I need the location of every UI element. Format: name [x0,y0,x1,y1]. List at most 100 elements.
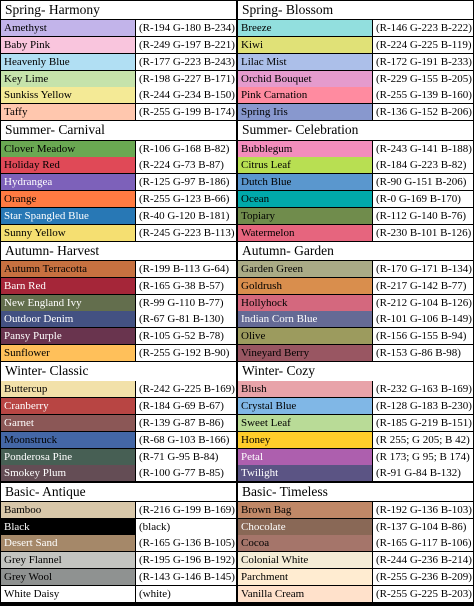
swatch-rgb-value: (R-255 G-139 B-160) [373,87,473,104]
swatch-row: Petal (R 173; G 95; B 174) [238,448,473,465]
swatch-divider [372,398,373,415]
swatch-rgb-value: (R-195 G-196 B-192) [136,552,236,569]
swatch-divider [135,552,136,569]
swatch-divider [372,552,373,569]
swatch-rgb-value: (R-0 G-169 B-170) [373,190,473,207]
swatch-divider [135,585,136,602]
swatch-row: Citrus Leaf (R-184 G-223 B-82) [238,157,473,174]
palette-block: Autumn- Harvest Autumn Terracotta (R-199 B… [1,241,236,362]
swatch-rgb-value: (R-172 G-191 B-233) [373,53,473,70]
swatch-divider [372,36,373,53]
swatch-row: Outdoor Denim (R-67 G-81 B-130) [1,311,236,328]
palette-title: Basic- Timeless [238,482,473,501]
palette-block: Summer- Carnival Clover Meadow (R-106 G-16… [1,121,236,241]
swatch-row: Pansy Purple (R-105 G-52 B-78) [1,328,236,345]
swatch-divider [135,157,136,174]
swatch-divider [135,398,136,415]
swatch-rgb-value: (R-40 G-120 B-181) [136,207,236,224]
swatch-divider [372,328,373,345]
swatch-row: Garnet (R-139 G-87 B-86) [1,414,236,431]
swatch-divider [372,535,373,552]
swatch-color-name: Watermelon [238,224,372,241]
swatch-row: Parchment (R-255 G-236 B-209) [238,568,473,585]
swatch-rgb-value: (R-199 B-113 G-64) [136,260,236,277]
swatch-divider [372,568,373,585]
swatch-divider [372,448,373,465]
swatch-color-name: Pansy Purple [1,328,135,345]
swatch-rgb-value: (R-224 G-225 B-119) [373,36,473,53]
swatch-divider [372,174,373,191]
swatch-divider [372,585,373,602]
swatch-color-name: Baby Pink [1,36,135,53]
swatch-row: Crystal Blue (R-128 G-183 B-230) [238,398,473,415]
swatch-divider [372,501,373,518]
swatch-row: Taffy (R-255 G-199 B-174) [1,104,236,121]
swatch-color-name: Vanilla Cream [238,585,372,602]
swatch-color-name: Honey [238,431,372,448]
swatch-row: Holiday Red (R-224 G-73 B-87) [1,157,236,174]
swatch-rgb-value: (R-224 G-73 B-87) [136,157,236,174]
swatch-row: Orange (R-255 G-123 B-66) [1,190,236,207]
swatch-row: Amethyst (R-194 G-180 B-234) [1,20,236,37]
swatch-color-name: Pink Carnation [238,87,372,104]
swatch-rgb-value: (R-184 G-223 B-82) [373,157,473,174]
swatch-rgb-value: (R-100 G-77 B-85) [136,465,236,482]
swatch-color-name: Sunflower [1,344,135,361]
swatch-rgb-value: (R-106 G-168 B-82) [136,140,236,157]
swatch-divider [372,140,373,157]
swatch-rgb-value: (R-99 G-110 B-77) [136,294,236,311]
swatch-color-name: Ponderosa Pine [1,448,135,465]
swatch-rgb-value: (R-244 G-236 B-214) [373,552,473,569]
swatch-row: Key Lime (R-198 G-227 B-171) [1,70,236,87]
swatch-divider [135,518,136,535]
swatch-color-name: Black [1,518,135,535]
swatch-rgb-value: (R-243 G-141 B-188) [373,140,473,157]
swatch-divider [372,414,373,431]
swatch-color-name: Taffy [1,104,135,121]
swatch-color-name: Topiary [238,207,372,224]
swatch-row: Indian Corn Blue (R-101 G-106 B-149) [238,311,473,328]
swatch-rgb-value: (R-139 G-87 B-86) [136,414,236,431]
palette-block: Spring- Harmony Amethyst (R-194 G-180 B-23… [1,1,236,121]
swatch-divider [135,207,136,224]
swatch-color-name: White Daisy [1,585,135,602]
swatch-row: Chocolate (R-137 G-104 B-86) [238,518,473,535]
swatch-color-name: Petal [238,448,372,465]
swatch-divider [135,140,136,157]
swatch-row: Orchid Bouquet (R-229 G-155 B-205) [238,70,473,87]
swatch-divider [135,568,136,585]
palette-title: Spring- Blossom [238,1,473,20]
swatch-color-name: Orange [1,190,135,207]
swatch-divider [135,277,136,294]
swatch-color-name: Crystal Blue [238,398,372,415]
swatch-divider [135,431,136,448]
swatch-rgb-value: (R-198 G-227 B-171) [136,70,236,87]
swatch-divider [372,277,373,294]
swatch-divider [135,70,136,87]
swatch-divider [135,190,136,207]
swatch-row: Ponderosa Pine (R-71 G-95 B-84) [1,448,236,465]
swatch-rgb-value: (R-249 G-197 B-221) [136,36,236,53]
swatch-row: Watermelon (R-230 B-101 B-126) [238,224,473,241]
swatch-row: Topiary (R-112 G-140 B-76) [238,207,473,224]
swatch-color-name: Grey Wool [1,568,135,585]
swatch-color-name: Orchid Bouquet [238,70,372,87]
swatch-row: Star Spangled Blue (R-40 G-120 B-181) [1,207,236,224]
swatch-color-name: Amethyst [1,20,135,37]
swatch-color-name: Smokey Plum [1,465,135,482]
swatch-divider [135,311,136,328]
swatch-color-name: Desert Sand [1,535,135,552]
swatch-row: Smokey Plum (R-100 G-77 B-85) [1,465,236,482]
swatch-color-name: Hollyhock [238,294,372,311]
swatch-row: Sunny Yellow (R-245 G-223 B-113) [1,224,236,241]
swatch-color-name: Goldrush [238,277,372,294]
swatch-rgb-value: (R-194 G-180 B-234) [136,20,236,37]
swatch-divider [372,157,373,174]
swatch-color-name: Citrus Leaf [238,157,372,174]
swatch-divider [135,224,136,241]
swatch-color-name: Autumn Terracotta [1,260,135,277]
swatch-color-name: Star Spangled Blue [1,207,135,224]
swatch-divider [372,344,373,361]
swatch-rgb-value: (R-105 G-52 B-78) [136,328,236,345]
palette-block: Winter- Classic Buttercup (R-242 G-225 B-1… [1,362,236,482]
